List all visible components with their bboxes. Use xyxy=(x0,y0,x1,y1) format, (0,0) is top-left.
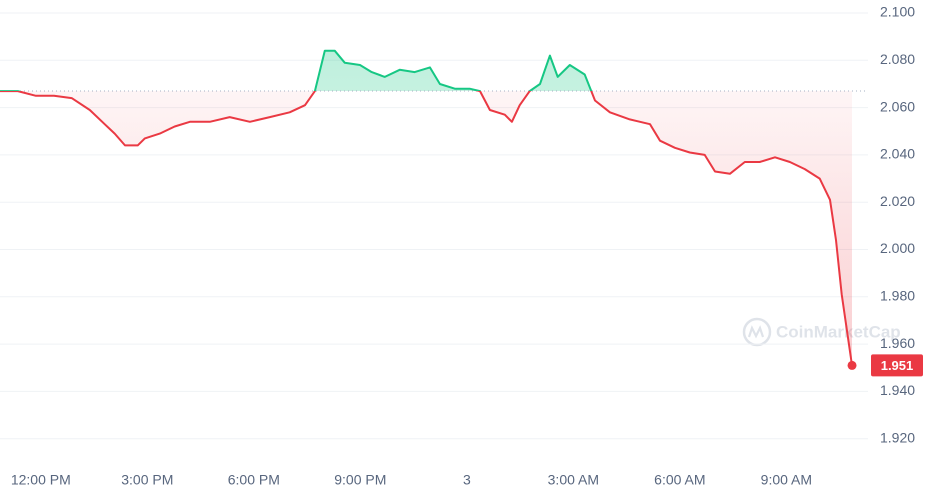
price-line-down xyxy=(0,91,853,366)
x-tick-label: 3 xyxy=(463,472,471,488)
area-up xyxy=(314,50,592,92)
x-tick-label: 3:00 PM xyxy=(121,472,173,488)
y-tick-label: 1.920 xyxy=(880,429,915,445)
y-tick-label: 2.100 xyxy=(880,4,915,20)
price-tag-label: 1.951 xyxy=(881,358,914,373)
last-point xyxy=(847,360,857,370)
watermark: CoinMarketCap xyxy=(742,317,901,347)
x-tick-label: 12:00 PM xyxy=(11,472,71,488)
y-tick-label: 2.040 xyxy=(880,146,915,162)
y-tick-label: 2.080 xyxy=(880,51,915,67)
x-tick-label: 6:00 AM xyxy=(654,472,705,488)
x-tick-label: 6:00 PM xyxy=(228,472,280,488)
price-tag xyxy=(871,354,923,377)
price-line-up xyxy=(0,49,593,92)
x-tick-label: 9:00 AM xyxy=(761,472,812,488)
y-tick-label: 2.020 xyxy=(880,193,915,209)
y-tick-label: 1.980 xyxy=(880,288,915,304)
y-tick-label: 2.000 xyxy=(880,240,915,256)
y-tick-label: 1.940 xyxy=(880,382,915,398)
y-tick-label: 2.060 xyxy=(880,98,915,114)
area-down xyxy=(0,91,852,366)
x-tick-label: 9:00 PM xyxy=(334,472,386,488)
y-tick-label: 1.960 xyxy=(880,335,915,351)
watermark-text: CoinMarketCap xyxy=(776,322,901,341)
x-tick-label: 3:00 AM xyxy=(548,472,599,488)
